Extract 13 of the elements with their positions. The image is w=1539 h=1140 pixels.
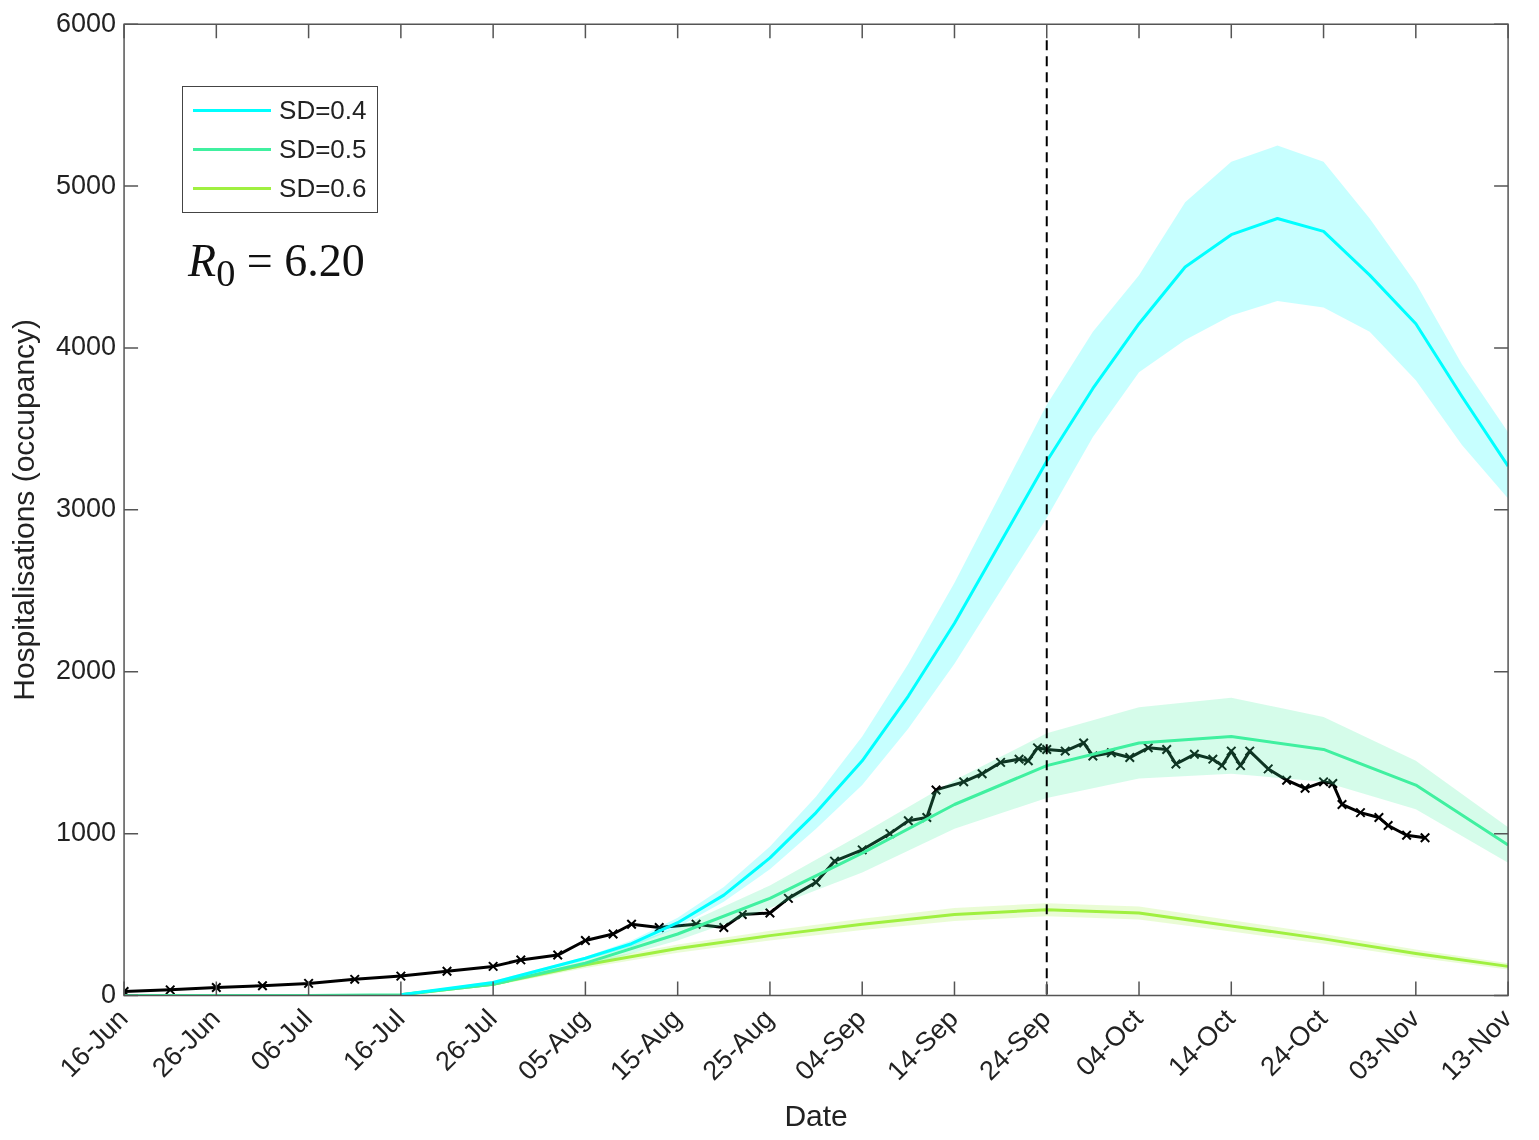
legend-label: SD=0.6 <box>279 173 367 205</box>
y-tick-label: 5000 <box>55 169 117 200</box>
y-tick-label: 0 <box>101 978 117 1009</box>
annotation: R$_{0}$ = 6.20 <box>188 234 365 296</box>
y-tick-label: 3000 <box>55 493 117 524</box>
legend-label: SD=0.5 <box>279 134 367 166</box>
y-axis-title: Hospitalisations (occupancy) <box>7 318 41 701</box>
y-tick-label: 2000 <box>55 655 117 686</box>
y-tick-label: 1000 <box>55 817 117 848</box>
y-tick-label: 4000 <box>55 331 117 362</box>
x-axis-title: Date <box>784 1099 848 1133</box>
y-tick-label: 6000 <box>55 7 117 38</box>
legend-label: SD=0.4 <box>279 95 367 127</box>
